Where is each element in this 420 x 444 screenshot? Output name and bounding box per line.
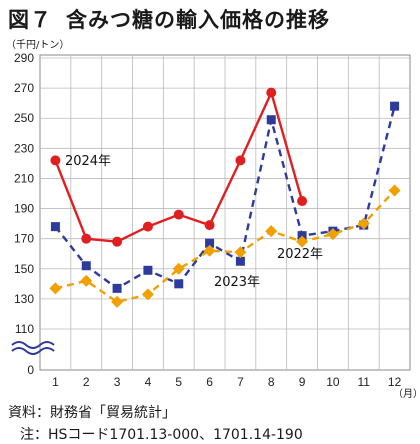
data-point-diamond: [326, 228, 339, 241]
x-tick-label: 4: [145, 375, 152, 389]
source-text: 財務省「貿易統計」: [50, 405, 176, 421]
series-annotation: 2023年: [214, 275, 260, 290]
data-point-circle: [266, 87, 277, 98]
data-point-circle: [112, 236, 123, 247]
x-tick-label: 9: [299, 375, 306, 389]
data-point-circle: [297, 196, 308, 207]
x-tick-label: 2: [83, 375, 90, 389]
data-point-square: [81, 261, 91, 271]
data-point-diamond: [265, 225, 278, 238]
data-point-circle: [81, 233, 92, 244]
chart-title: 図７ 含みつ糖の輸入価格の推移: [8, 4, 330, 34]
y-tick-label: 150: [14, 262, 34, 276]
x-tick-label: 11: [358, 375, 371, 389]
data-point-square: [205, 238, 215, 248]
note-label: 注：: [20, 427, 48, 443]
y-axis-unit: （千円/トン）: [6, 40, 70, 51]
note-text: HSコード1701.13-000、1701.14-190: [48, 427, 303, 443]
axis-break-mark: [11, 341, 55, 349]
y-tick-label: 270: [14, 81, 34, 95]
source-label: 資料：: [8, 405, 50, 421]
series-line-1: [54, 105, 396, 290]
x-tick-label: 1: [52, 375, 59, 389]
data-point-circle: [235, 155, 246, 166]
data-point-square: [297, 231, 307, 241]
y-tick-label: 250: [14, 111, 34, 125]
y-tick-label: 110: [15, 322, 34, 336]
data-point-square: [390, 101, 400, 111]
y-tick-label: 210: [14, 171, 34, 185]
source-note: 資料：財務省「貿易統計」: [8, 402, 176, 422]
data-point-diamond: [234, 246, 247, 259]
data-point-diamond: [80, 274, 93, 287]
y-tick-label: 130: [14, 292, 34, 306]
data-point-circle: [142, 221, 153, 232]
data-point-square: [174, 279, 184, 289]
data-point-diamond: [296, 235, 309, 248]
y-tick-label: 290: [14, 51, 34, 65]
data-point-diamond: [111, 295, 124, 308]
data-point-square: [235, 256, 245, 266]
x-tick-label: 3: [114, 375, 121, 389]
x-tick-label: 12: [388, 375, 402, 389]
y-tick-label: 190: [14, 202, 34, 216]
y-tick-label: 0: [27, 363, 34, 377]
data-point-diamond: [49, 282, 62, 295]
data-point-square: [266, 115, 276, 125]
data-point-diamond: [357, 217, 370, 230]
data-point-diamond: [203, 244, 216, 257]
x-tick-label: 7: [237, 375, 244, 389]
series-line-2: [55, 189, 396, 304]
title-text: 含みつ糖の輸入価格の推移: [66, 8, 330, 32]
axis-break-mark: [11, 347, 55, 355]
data-point-square: [112, 283, 122, 293]
series-annotation: 2022年: [277, 247, 323, 262]
data-point-square: [143, 265, 153, 275]
data-point-diamond: [172, 262, 185, 275]
x-axis-unit: （月）: [393, 389, 420, 400]
figure-number: 図７: [8, 8, 52, 32]
x-tick-label: 10: [326, 375, 340, 389]
x-tick-label: 8: [268, 375, 275, 389]
series-annotation: 2024年: [65, 154, 111, 169]
data-point-circle: [50, 155, 61, 166]
y-tick-label: 230: [14, 141, 34, 155]
data-point-diamond: [141, 288, 154, 301]
data-point-circle: [204, 220, 215, 231]
x-tick-label: 5: [175, 375, 182, 389]
hs-code-note: 注：HSコード1701.13-000、1701.14-190: [8, 424, 303, 444]
data-point-square: [50, 222, 60, 232]
data-point-diamond: [388, 184, 401, 197]
y-tick-label: 170: [14, 232, 34, 246]
data-point-circle: [173, 209, 184, 220]
x-tick-label: 6: [206, 375, 213, 389]
